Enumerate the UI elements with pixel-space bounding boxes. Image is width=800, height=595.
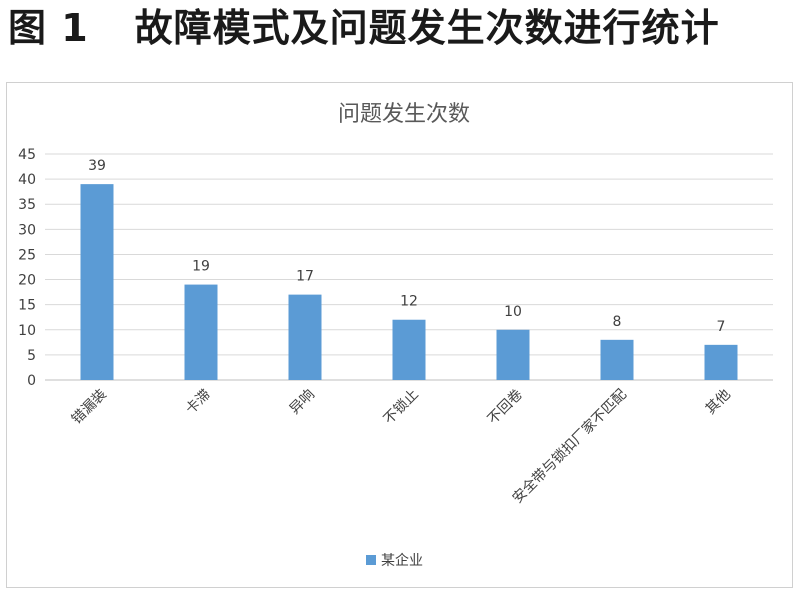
bar — [600, 339, 634, 380]
figure-number: 图 1 — [8, 6, 89, 50]
x-tick-label: 异响 — [287, 387, 318, 418]
y-tick-label: 45 — [18, 147, 36, 163]
bar — [392, 319, 426, 380]
y-tick-label: 15 — [18, 298, 36, 314]
data-label: 19 — [192, 259, 210, 275]
bar — [496, 329, 530, 380]
y-tick-label: 40 — [18, 172, 36, 188]
y-axis-ticks: 0 5 10 15 20 25 30 35 40 45 — [18, 147, 36, 389]
bar — [288, 294, 322, 380]
bar — [184, 284, 218, 380]
bars — [80, 184, 738, 380]
y-tick-label: 5 — [27, 348, 36, 364]
legend-swatch — [366, 555, 376, 565]
bar — [80, 184, 114, 380]
y-tick-label: 35 — [18, 197, 36, 213]
y-tick-label: 25 — [18, 247, 36, 263]
data-label: 10 — [504, 304, 522, 320]
data-label: 17 — [296, 269, 314, 285]
data-labels: 39 19 17 12 10 8 7 — [88, 158, 725, 335]
x-tick-label: 卡滞 — [183, 387, 214, 418]
y-tick-label: 30 — [18, 222, 36, 238]
y-tick-label: 20 — [18, 273, 36, 289]
y-tick-label: 0 — [27, 373, 36, 389]
data-label: 7 — [717, 319, 726, 335]
y-tick-label: 10 — [18, 323, 36, 339]
legend-label: 某企业 — [381, 552, 423, 569]
x-tick-label: 安全带与锁扣厂家不匹配 — [509, 386, 630, 507]
bar — [704, 344, 738, 380]
data-label: 12 — [400, 294, 418, 310]
data-label: 39 — [88, 158, 106, 174]
x-tick-label: 错漏装 — [69, 387, 110, 428]
chart-title: 问题发生次数 — [338, 102, 470, 127]
x-tick-label: 不回卷 — [485, 387, 526, 428]
figure-caption-text: 故障模式及问题发生次数进行统计 — [134, 6, 720, 50]
legend: 某企业 — [366, 552, 423, 569]
data-label: 8 — [613, 314, 622, 330]
figure-caption: 图 1 故障模式及问题发生次数进行统计 — [8, 2, 720, 54]
x-tick-label: 不锁止 — [381, 387, 422, 428]
x-tick-label: 其他 — [703, 387, 734, 418]
